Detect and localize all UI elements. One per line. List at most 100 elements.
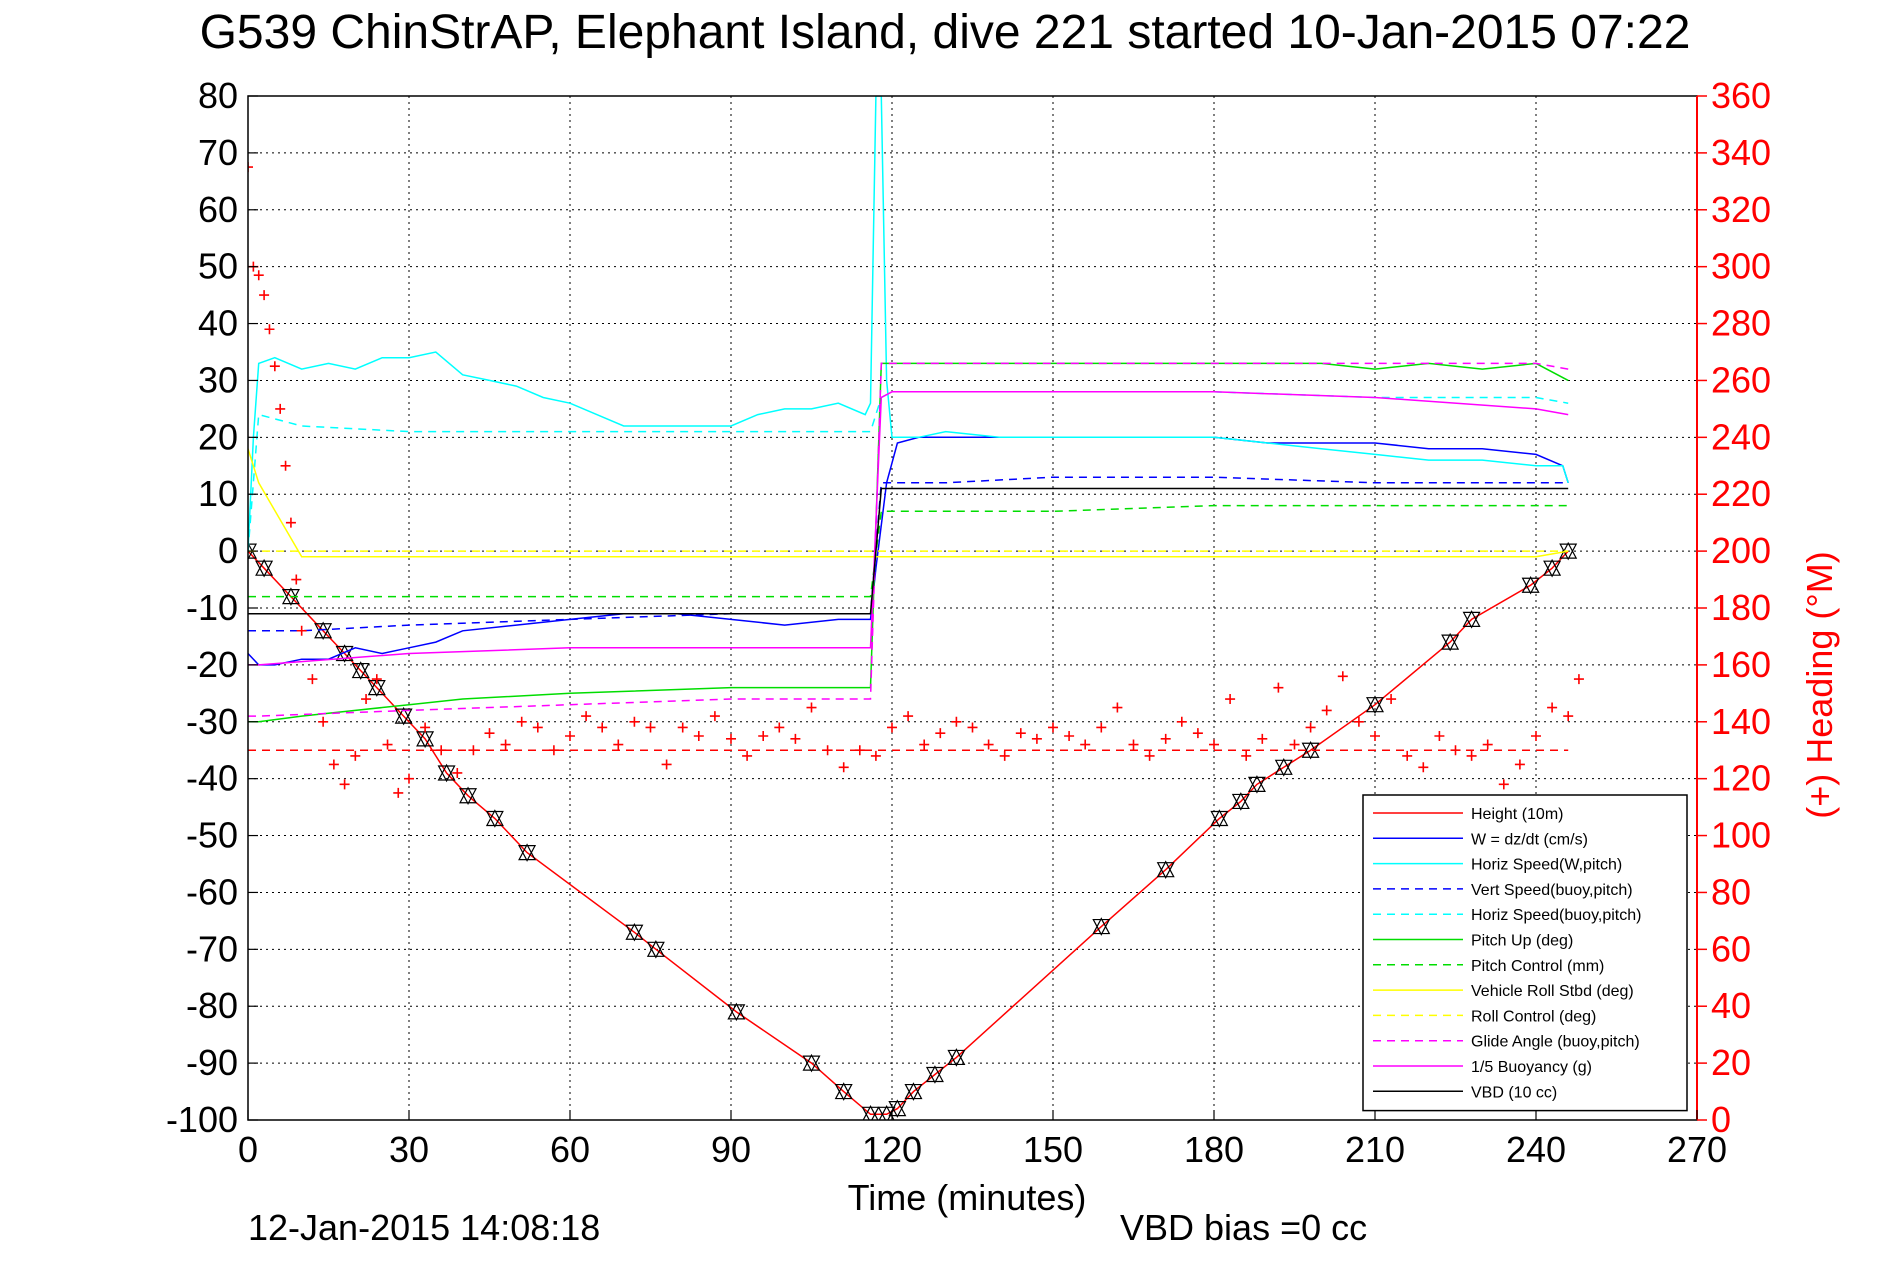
y-right-tick-label-17: 20 — [1711, 1042, 1751, 1083]
heading-point-18 — [382, 739, 393, 750]
legend-entry-11: VBD (10 cc) — [1373, 1084, 1557, 1101]
heading-point-9 — [291, 574, 302, 585]
y-tick-label-5: 30 — [198, 359, 238, 400]
legend-entry-8: Roll Control (deg) — [1373, 1008, 1596, 1025]
plot-clip-group — [248, 96, 1584, 1120]
height-marker-14 — [646, 940, 665, 959]
heading-point-69 — [1192, 728, 1203, 739]
heading-point-14 — [339, 779, 350, 790]
x-axis-label: Time (minutes) — [848, 1177, 1087, 1218]
heading-point-56 — [983, 739, 994, 750]
series-line-3 — [248, 476, 1569, 632]
y-right-tick-label-9: 180 — [1711, 587, 1771, 628]
x-tick-label-9: 270 — [1667, 1129, 1727, 1170]
heading-point-45 — [806, 702, 817, 713]
y-tick-label-9: -10 — [186, 587, 238, 628]
heading-point-81 — [1386, 694, 1397, 705]
y-right-tick-label-12: 120 — [1711, 758, 1771, 799]
heading-point-31 — [581, 711, 592, 722]
heading-point-89 — [1514, 759, 1525, 770]
y-right-tick-label-16: 40 — [1711, 985, 1751, 1026]
heading-point-27 — [516, 716, 527, 727]
legend-entry-5: Pitch Up (deg) — [1373, 933, 1573, 950]
height-marker-22 — [925, 1065, 944, 1084]
legend-label-11: VBD (10 cc) — [1471, 1084, 1557, 1101]
heading-point-85 — [1450, 745, 1461, 756]
height-marker-25 — [1156, 860, 1175, 879]
legend-entry-1: W = dz/dt (cm/s) — [1373, 831, 1588, 848]
y-right-tick-label-4: 280 — [1711, 303, 1771, 344]
legend-entry-7: Vehicle Roll Stbd (deg) — [1373, 983, 1634, 1000]
legend-label-7: Vehicle Roll Stbd (deg) — [1471, 983, 1634, 1000]
heading-point-60 — [1048, 722, 1058, 733]
heading-point-15 — [350, 750, 361, 761]
heading-point-28 — [532, 722, 543, 733]
height-marker-27 — [1231, 792, 1250, 811]
heading-point-4 — [264, 324, 275, 335]
heading-point-7 — [280, 460, 291, 471]
chart-title: G539 ChinStrAP, Elephant Island, dive 22… — [200, 6, 1691, 59]
y-right-tick-label-15: 60 — [1711, 928, 1751, 969]
heading-point-22 — [436, 745, 447, 756]
y-tick-label-1: 70 — [198, 132, 238, 173]
heading-point-72 — [1241, 750, 1252, 761]
height-marker-13 — [625, 922, 644, 942]
y-right-tick-label-10: 160 — [1711, 644, 1771, 685]
heading-point-68 — [1176, 716, 1187, 727]
height-marker-16 — [802, 1053, 821, 1073]
heading-point-51 — [903, 711, 914, 722]
heading-point-29 — [548, 745, 559, 756]
heading-point-20 — [404, 773, 414, 784]
series-line-0 — [248, 550, 1569, 1116]
heading-point-30 — [565, 731, 575, 741]
x-tick-label-0: 0 — [238, 1129, 258, 1170]
heading-point-55 — [967, 722, 978, 733]
y-right-tick-label-3: 300 — [1711, 246, 1771, 287]
heading-point-67 — [1160, 733, 1171, 744]
heading-point-80 — [1370, 731, 1380, 741]
heading-point-52 — [919, 739, 930, 750]
y-tick-label-4: 40 — [198, 303, 238, 344]
height-marker-31 — [1366, 695, 1384, 714]
y-tick-label-13: -50 — [186, 815, 238, 856]
heading-point-38 — [693, 731, 704, 741]
heading-point-83 — [1418, 762, 1429, 773]
heading-point-46 — [822, 745, 833, 756]
y-tick-label-12: -40 — [186, 758, 238, 799]
legend-entry-6: Pitch Control (mm) — [1373, 958, 1604, 975]
y-tick-label-2: 60 — [198, 189, 238, 230]
y-tick-label-16: -80 — [186, 985, 238, 1026]
y-tick-label-11: -30 — [186, 701, 238, 742]
y-tick-label-18: -100 — [166, 1099, 238, 1140]
legend-box — [1362, 794, 1688, 1112]
legend-label-1: W = dz/dt (cm/s) — [1471, 831, 1588, 848]
heading-point-57 — [999, 750, 1010, 761]
heading-point-39 — [709, 711, 720, 722]
heading-point-54 — [951, 716, 962, 727]
height-marker-26 — [1210, 809, 1229, 828]
heading-point-11 — [307, 674, 318, 685]
y-right-tick-label-18: 0 — [1711, 1099, 1731, 1140]
height-marker-5 — [351, 661, 370, 680]
heading-point-48 — [854, 745, 865, 756]
heading-point-17 — [371, 674, 382, 685]
legend-label-3: Vert Speed(buoy,pitch) — [1471, 882, 1633, 899]
heading-point-87 — [1482, 739, 1493, 750]
heading-point-53 — [935, 728, 946, 739]
heading-point-10 — [296, 625, 307, 636]
legend-entry-3: Vert Speed(buoy,pitch) — [1373, 882, 1633, 899]
y-right-tick-label-5: 260 — [1711, 359, 1771, 400]
height-marker-33 — [1462, 610, 1481, 629]
series-line-9 — [248, 362, 1569, 717]
heading-point-92 — [1563, 711, 1574, 722]
heading-point-76 — [1305, 722, 1316, 733]
heading-point-44 — [790, 733, 801, 744]
y-right-tick-label-13: 100 — [1711, 815, 1771, 856]
heading-point-21 — [420, 722, 431, 733]
heading-point-77 — [1321, 705, 1332, 716]
series-line-7 — [248, 448, 1569, 558]
heading-point-49 — [870, 750, 881, 761]
y-right-tick-label-0: 360 — [1711, 75, 1771, 116]
height-marker-1 — [255, 558, 274, 578]
